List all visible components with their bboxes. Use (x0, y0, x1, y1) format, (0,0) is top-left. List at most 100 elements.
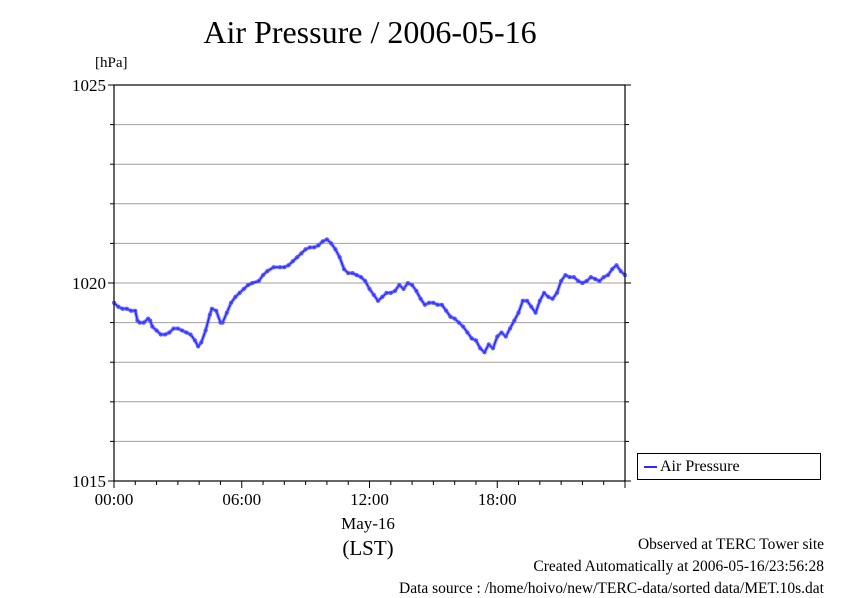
data-point (192, 338, 197, 343)
data-point (124, 306, 129, 311)
data-point (218, 320, 223, 325)
data-point (367, 286, 372, 291)
data-point (290, 259, 295, 264)
y-axis-unit: [hPa] (95, 55, 128, 71)
data-point (133, 308, 138, 313)
data-point (542, 290, 547, 295)
data-point (237, 290, 242, 295)
data-point (593, 276, 598, 281)
axes (108, 84, 631, 488)
data-point (209, 306, 214, 311)
data-point (520, 298, 525, 303)
data-point (250, 280, 255, 285)
grid-lines (114, 124, 625, 442)
data-point (199, 340, 204, 345)
data-point (444, 308, 449, 313)
data-point (512, 318, 517, 323)
data-point (196, 344, 201, 349)
data-point (175, 326, 180, 331)
data-point (559, 278, 564, 283)
data-point (163, 332, 168, 337)
data-point (207, 312, 212, 317)
data-point (533, 310, 538, 315)
data-point (128, 308, 133, 313)
data-point (375, 298, 380, 303)
data-point (278, 265, 283, 270)
data-point (601, 275, 606, 280)
data-point (431, 300, 436, 305)
data-point (507, 326, 512, 331)
data-point (312, 245, 317, 250)
data-point (525, 298, 530, 303)
data-point (405, 280, 410, 285)
data-point (203, 328, 208, 333)
data-point (388, 290, 393, 295)
x-axis-timezone-label: (LST) (342, 536, 394, 560)
data-point (439, 302, 444, 307)
data-point (271, 265, 276, 270)
data-point (141, 320, 146, 325)
data-point (260, 273, 265, 278)
footer-created-time: Created Automatically at 2006-05-16/23:5… (533, 558, 824, 575)
x-tick-label: 18:00 (478, 490, 517, 509)
data-point (220, 320, 225, 325)
data-point (295, 255, 300, 260)
data-point (180, 328, 185, 333)
data-point (618, 269, 623, 274)
data-point (401, 286, 406, 291)
data-point (503, 334, 508, 339)
data-point (414, 288, 419, 293)
data-point (282, 265, 287, 270)
x-tick-label: 06:00 (222, 490, 261, 509)
data-point (233, 294, 238, 299)
data-point (307, 245, 312, 250)
data-point (146, 316, 151, 321)
data-point (469, 336, 474, 341)
data-point (465, 330, 470, 335)
data-point (150, 324, 155, 329)
data-point (576, 278, 581, 283)
legend-swatch (644, 466, 657, 468)
data-point (580, 280, 585, 285)
data-point (563, 273, 568, 278)
data-point (380, 294, 385, 299)
data-point (384, 290, 389, 295)
data-point (392, 288, 397, 293)
series-air-pressure (112, 237, 628, 355)
data-point (550, 296, 555, 301)
x-axis-date-label: May-16 (341, 514, 395, 533)
data-point (363, 278, 368, 283)
data-point (116, 304, 121, 309)
y-tick-label: 1020 (72, 274, 106, 293)
data-point (286, 263, 291, 268)
data-point (184, 330, 189, 335)
data-point (495, 334, 500, 339)
data-point (448, 314, 453, 319)
data-point (537, 298, 542, 303)
series-line (113, 238, 626, 354)
data-point (418, 296, 423, 301)
data-point (529, 304, 534, 309)
legend-label: Air Pressure (660, 458, 740, 475)
data-point (120, 306, 125, 311)
tick-labels: 1015 1020 1025 00:00 06:00 12:00 18:00 (72, 76, 517, 509)
x-tick-label: 12:00 (350, 490, 389, 509)
data-point (148, 318, 153, 323)
data-point (499, 330, 504, 335)
data-point (482, 350, 487, 355)
data-point (241, 286, 246, 291)
data-point (606, 273, 611, 278)
data-point (571, 275, 576, 280)
data-point (490, 346, 495, 351)
data-point (224, 310, 229, 315)
data-point (478, 346, 483, 351)
data-point (473, 338, 478, 343)
data-point (584, 278, 589, 283)
data-point (154, 328, 159, 333)
data-point (167, 330, 172, 335)
data-point (546, 294, 551, 299)
data-point (135, 318, 140, 323)
data-point (588, 275, 593, 280)
data-point (324, 237, 329, 242)
